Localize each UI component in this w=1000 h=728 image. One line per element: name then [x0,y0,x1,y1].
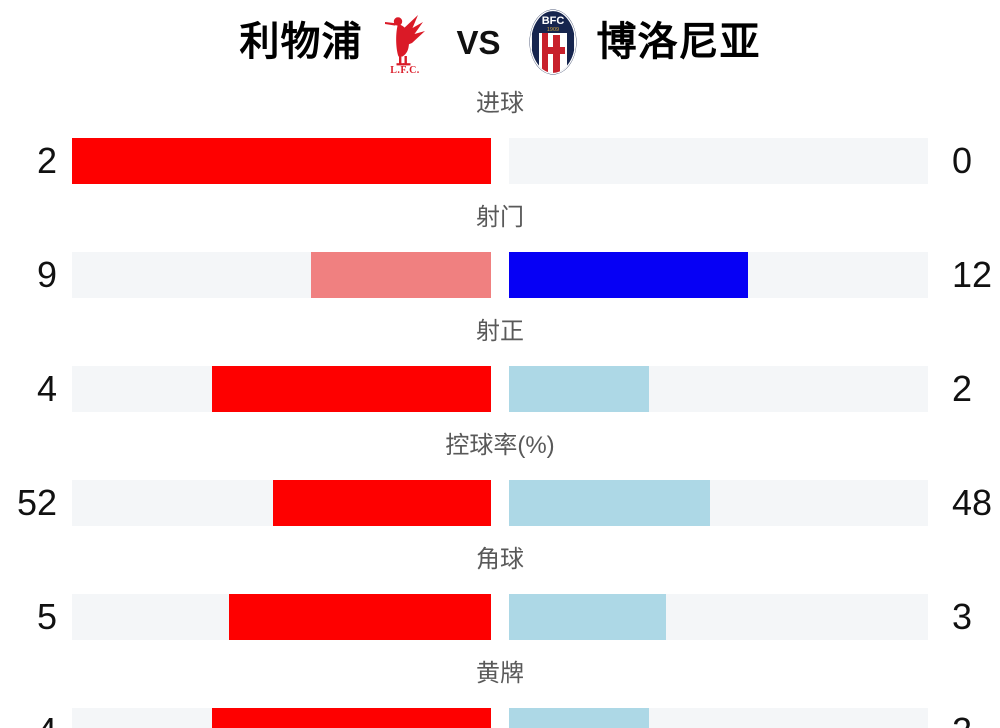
away-bar-track [509,480,928,526]
home-bar [311,252,491,298]
away-bar [509,252,749,298]
home-bar-track [72,366,491,412]
stat-row: 2 0 [0,138,1000,184]
liver-bird-wing [402,15,426,45]
away-value: 2 [928,708,972,728]
home-bar [273,480,491,526]
home-value: 4 [0,708,57,728]
stat-row: 52 48 [0,480,1000,526]
home-bar-track [72,138,491,184]
stat-row: 9 12 [0,252,1000,298]
home-bar-track [72,594,491,640]
center-divider [491,138,509,184]
away-value: 0 [952,140,973,181]
bfc-text: BFC [541,15,564,27]
liverpool-crest-icon: L.F.C. [385,15,426,74]
away-bar-track [509,366,928,412]
home-value: 9 [36,254,57,295]
away-value: 3 [952,596,973,637]
match-header: 利物浦 L.F.C. VS BFC 1909 [0,0,1000,84]
center-divider [491,594,509,640]
home-bar-track [72,708,491,728]
away-bar [509,594,667,640]
home-value: 5 [36,596,57,637]
center-divider [491,708,509,728]
center-divider [491,252,509,298]
center-divider [491,366,509,412]
home-value: 2 [36,140,57,181]
home-bar [211,366,491,412]
home-value: 52 [16,482,57,523]
stat-block-shots-on-target: 射正 4 2 [0,319,1000,412]
stats-panel: 进球 2 0 射门 9 12 射正 4 2 控球率(%) [0,84,1000,728]
home-bar-track [72,252,491,298]
home-bar-track [72,480,491,526]
away-value: 2 [952,368,973,409]
away-bar [509,708,649,728]
stat-label: 射正 [476,318,524,345]
stat-label: 射门 [476,204,524,231]
liver-bird-sprig [385,22,397,26]
stat-label: 黄牌 [476,660,524,687]
away-value: 12 [952,254,993,295]
away-team-name: 博洛尼亚 [596,20,761,64]
away-bar-track [509,138,928,184]
home-bar [72,138,491,184]
home-value: 4 [36,368,57,409]
away-bar-track [509,252,928,298]
liver-bird-head [394,17,403,26]
away-bar [509,366,649,412]
away-bar-track [509,594,928,640]
stat-row: 4 2 [0,708,1000,728]
stat-block-shots: 射门 9 12 [0,205,1000,298]
bfc-year-text: 1909 [546,27,558,33]
bologna-crest-icon: BFC 1909 [529,9,577,75]
stat-label: 角球 [476,546,524,573]
vs-label: VS [456,23,501,61]
stat-row: 4 2 [0,366,1000,412]
stat-row: 5 3 [0,594,1000,640]
stat-block-corners: 角球 5 3 [0,547,1000,640]
stat-block-yellow-cards: 黄牌 4 2 [0,661,1000,728]
center-divider [491,480,509,526]
away-bar-track [509,708,928,728]
home-bar [229,594,491,640]
stat-block-goals: 进球 2 0 [0,91,1000,184]
home-bar [211,708,491,728]
stat-label: 进球 [476,90,524,117]
stat-label: 控球率(%) [445,432,555,459]
stat-block-possession: 控球率(%) 52 48 [0,433,1000,526]
lfc-caption: L.F.C. [391,65,421,74]
away-bar [509,480,711,526]
away-value: 48 [952,482,993,523]
home-team-name: 利物浦 [239,20,363,64]
